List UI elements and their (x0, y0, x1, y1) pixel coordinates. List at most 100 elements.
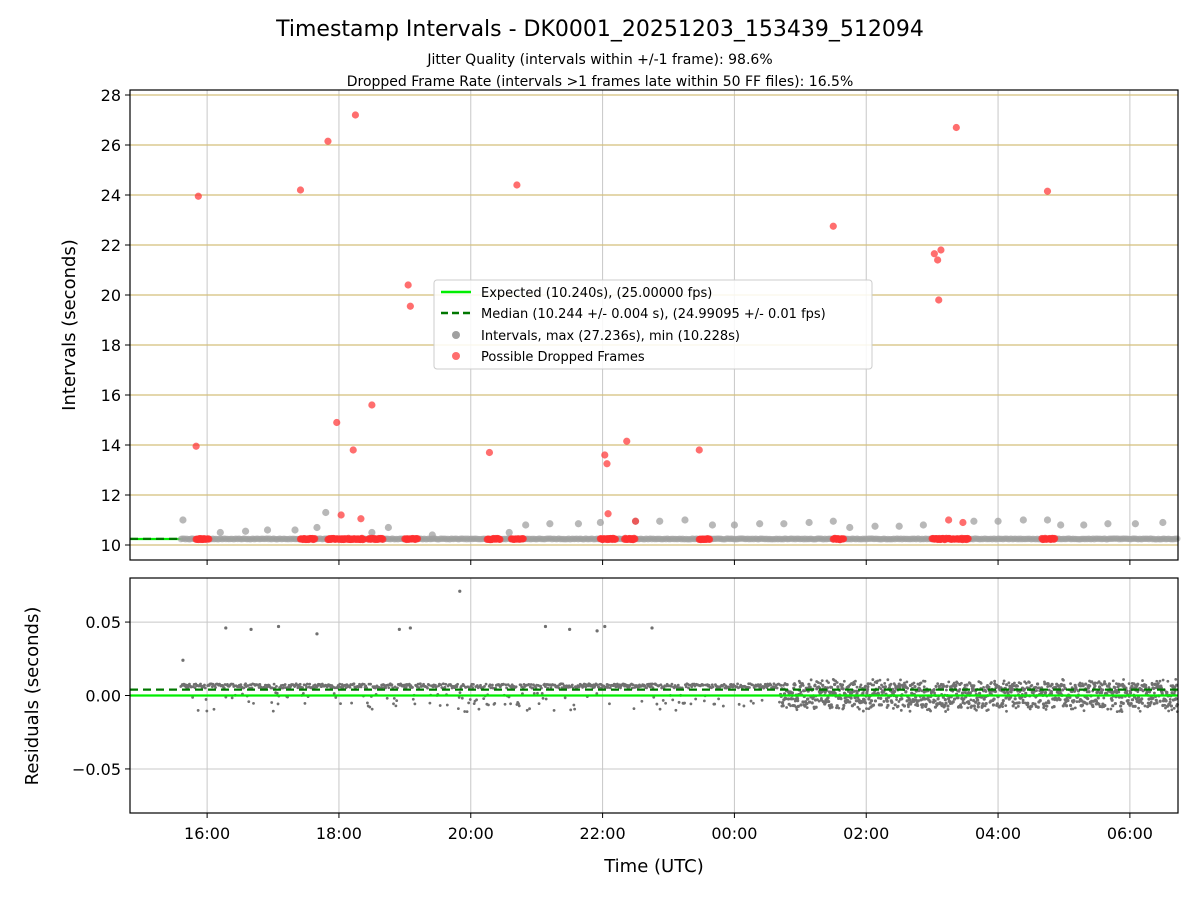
residual-point (995, 702, 1000, 706)
residual-point (863, 700, 867, 704)
dropped-frame-point (519, 535, 527, 543)
residual-point (702, 683, 705, 687)
residual-point (1136, 682, 1140, 686)
residual-point (1130, 684, 1134, 689)
residual-point (899, 708, 903, 712)
residual-point (970, 686, 974, 691)
residual-point (1013, 697, 1017, 701)
residual-point (441, 682, 445, 686)
residual-point (1095, 690, 1099, 695)
residual-point (924, 702, 928, 706)
residual-point (778, 700, 781, 704)
residual-point (181, 658, 185, 662)
residual-point (1109, 690, 1113, 694)
residual-point (536, 691, 539, 695)
residual-point (838, 696, 843, 700)
residual-point (1158, 679, 1162, 683)
residual-point (1113, 686, 1117, 690)
residual-point (883, 685, 887, 689)
residual-point (798, 684, 802, 689)
residual-point (991, 703, 996, 707)
residuals-y-tick-label: −0.05 (72, 760, 121, 779)
residual-point (247, 700, 251, 704)
interval-point (522, 521, 530, 529)
residual-point (795, 708, 799, 712)
residual-point (1129, 702, 1133, 706)
residual-point (1004, 704, 1008, 707)
dropped-frame-point (337, 511, 345, 519)
residual-point (393, 685, 397, 689)
residual-point (684, 685, 688, 689)
interval-point (368, 528, 376, 537)
residuals-y-tick-label: 0.00 (85, 687, 121, 706)
interval-point (546, 520, 554, 528)
residual-point (910, 691, 914, 695)
residual-point (805, 706, 809, 710)
residual-point (521, 692, 524, 696)
interval-point (241, 527, 250, 535)
residual-point (1019, 682, 1023, 685)
residual-point (879, 703, 883, 707)
residual-point (1172, 706, 1176, 710)
residual-point (276, 702, 280, 706)
residual-point (913, 684, 917, 689)
residual-point (951, 700, 955, 704)
residual-point (936, 682, 940, 686)
residual-point (852, 702, 856, 706)
interval-point (970, 517, 978, 525)
residual-point (1170, 708, 1174, 712)
residual-point (994, 686, 998, 690)
residual-point (1164, 699, 1168, 703)
residual-point (608, 686, 612, 690)
residual-point (921, 703, 925, 707)
residual-point (903, 681, 906, 685)
residual-point (1097, 702, 1101, 706)
residual-point (1173, 690, 1177, 693)
residual-point (1034, 685, 1038, 690)
residual-point (664, 701, 668, 705)
residual-point (713, 702, 717, 706)
residual-point (1014, 683, 1019, 688)
dropped-frame-point (311, 535, 319, 543)
residual-point (799, 703, 803, 707)
residual-point (608, 702, 611, 706)
residual-point (595, 692, 599, 695)
residual-point (305, 682, 309, 686)
residual-point (1158, 699, 1162, 703)
residual-point (428, 701, 432, 705)
residual-point (249, 627, 253, 632)
residual-point (640, 699, 644, 703)
residual-point (1137, 706, 1140, 710)
residual-point (787, 702, 791, 706)
residual-point (879, 696, 883, 701)
residual-point (619, 686, 622, 690)
residual-point (1155, 701, 1159, 705)
residual-point (904, 685, 909, 690)
residual-point (230, 696, 234, 700)
residual-point (1044, 707, 1048, 711)
residual-point (737, 702, 741, 706)
residual-point (857, 707, 861, 711)
x-axis-label: Time (UTC) (603, 856, 704, 877)
dropped-frame-point (349, 446, 357, 454)
residual-point (869, 699, 874, 703)
residual-point (721, 704, 725, 708)
residual-point (509, 702, 512, 706)
x-tick-label: 18:00 (316, 824, 362, 843)
residual-point (413, 702, 417, 706)
residual-point (780, 700, 785, 705)
dropped-frame-point (611, 535, 620, 543)
residual-point (1069, 682, 1072, 686)
residual-point (1121, 701, 1125, 705)
residual-point (597, 686, 601, 689)
interval-point (1080, 521, 1088, 529)
residual-point (1091, 704, 1095, 709)
residual-point (883, 681, 887, 685)
residual-point (800, 682, 804, 686)
residual-point (1119, 704, 1123, 708)
residual-point (1141, 689, 1145, 693)
residual-point (1102, 696, 1106, 700)
residual-point (561, 682, 565, 686)
residual-point (895, 698, 898, 701)
